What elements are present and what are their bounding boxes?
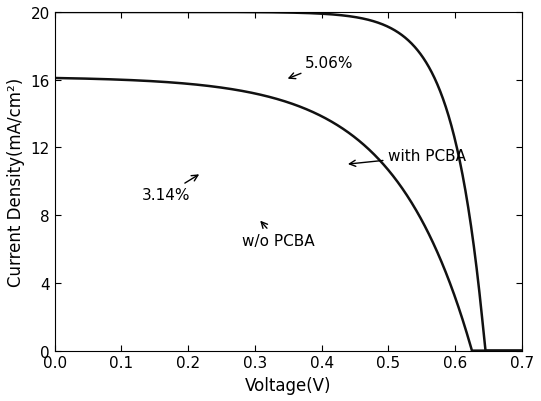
Text: 5.06%: 5.06%: [289, 55, 354, 79]
X-axis label: Voltage(V): Voltage(V): [245, 376, 332, 394]
Text: with PCBA: with PCBA: [349, 149, 466, 167]
Text: 3.14%: 3.14%: [142, 176, 198, 203]
Text: w/o PCBA: w/o PCBA: [242, 222, 314, 249]
Y-axis label: Current Density(mA/cm²): Current Density(mA/cm²): [7, 77, 25, 286]
